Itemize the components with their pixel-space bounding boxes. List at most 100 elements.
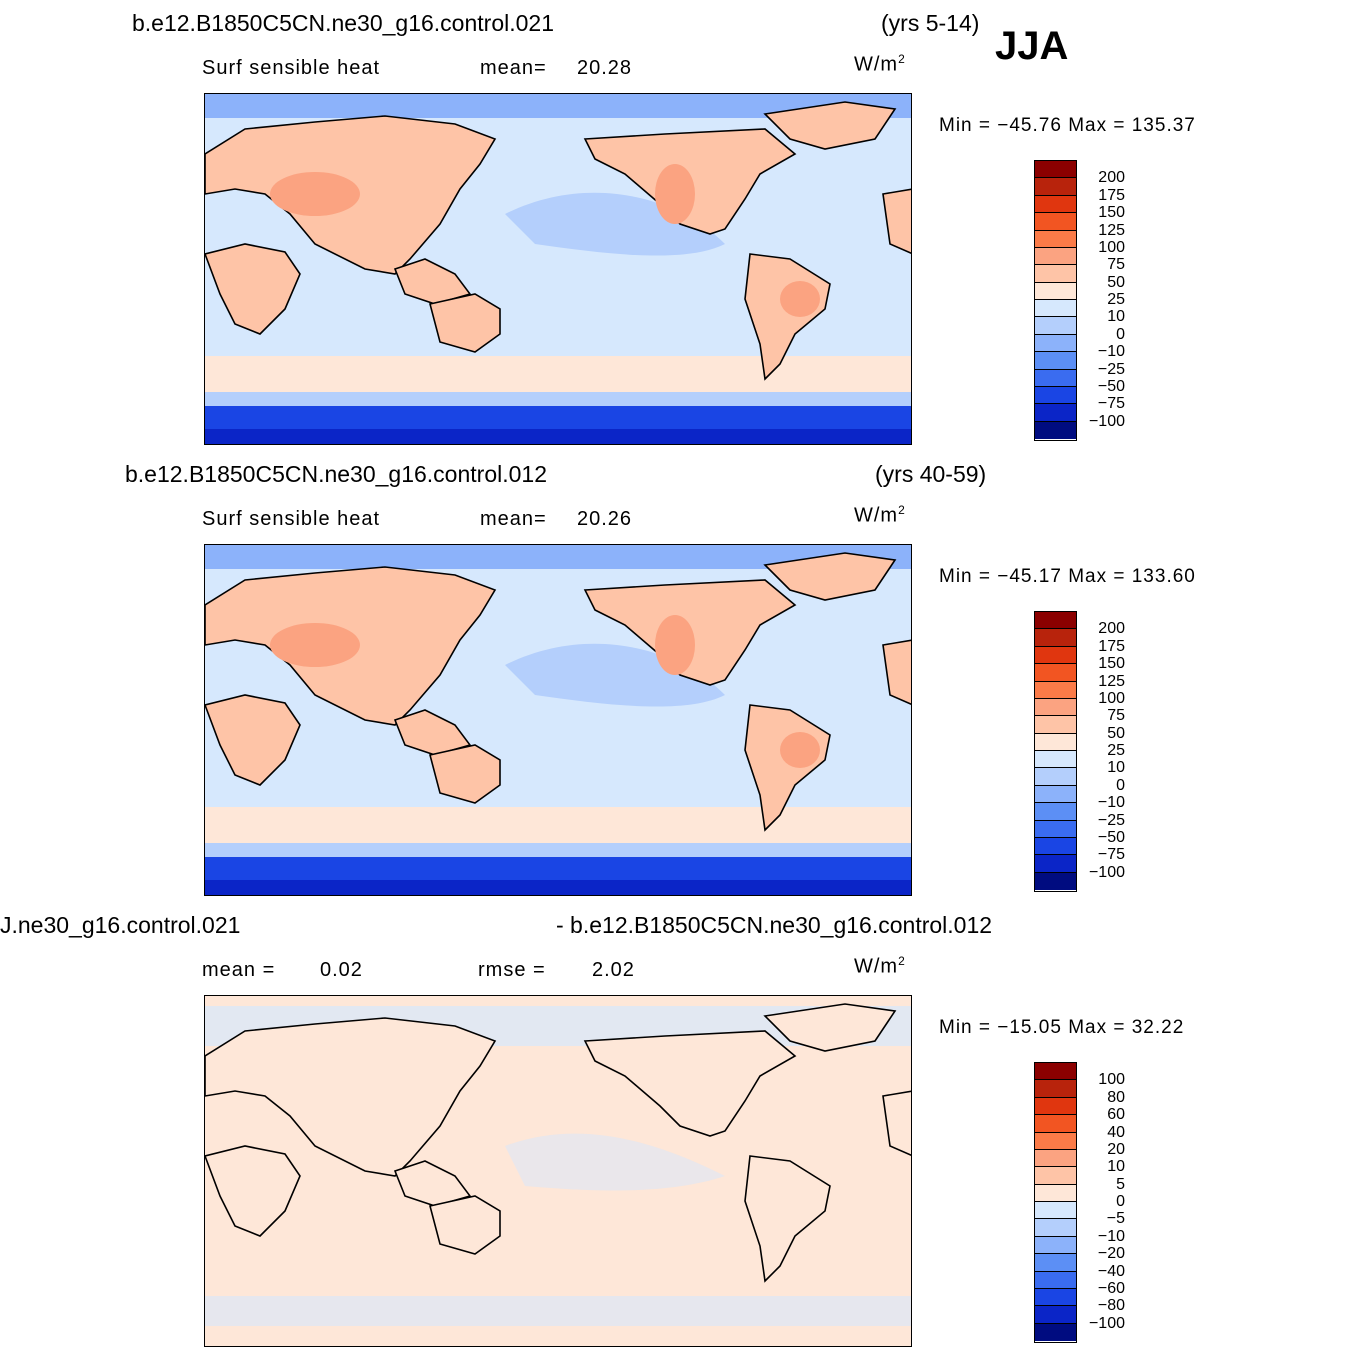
continent-outline: [763, 1003, 897, 1052]
colorbar-swatch: [1035, 369, 1076, 387]
colorbar-level-label: 0: [1116, 325, 1125, 343]
colorbar-swatch: [1035, 300, 1076, 318]
continent-outline: [583, 1030, 797, 1137]
colorbar-swatch: [1035, 820, 1076, 838]
colorbar-level-label: 100: [1098, 238, 1125, 256]
southern-ocean-band: [205, 807, 911, 843]
colorbar-swatch: [1035, 698, 1076, 717]
colorbar-level-label: −75: [1097, 846, 1125, 864]
panel1-map: [204, 93, 912, 445]
panel3-colorbar: [1034, 1062, 1077, 1343]
colorbar-swatch: [1035, 646, 1076, 665]
colorbar-swatch: [1035, 785, 1076, 804]
colorbar-level-label: 150: [1098, 655, 1125, 673]
colorbar-level-label: −50: [1097, 828, 1125, 846]
colorbar-level-label: 10: [1107, 759, 1125, 777]
south-america-hot-spot: [780, 732, 820, 768]
colorbar-swatch: [1035, 612, 1076, 630]
antarctica-dark: [205, 429, 911, 444]
colorbar-level-label: −25: [1097, 360, 1125, 378]
colorbar-level-label: 100: [1098, 1071, 1125, 1089]
colorbar-swatch: [1035, 751, 1076, 769]
colorbar-level-label: −100: [1088, 1314, 1125, 1332]
panel1-years: (yrs 5-14): [881, 10, 980, 36]
panel1-mean-value: 20.28: [577, 57, 633, 79]
colorbar-swatch: [1035, 282, 1076, 300]
north-america-hot-spot: [655, 615, 695, 675]
panel2-colorbar: [1034, 611, 1077, 892]
panel3-minmax: Min = −15.05 Max = 32.22: [939, 1017, 1185, 1038]
colorbar-swatch: [1035, 421, 1076, 439]
continent-outline: [882, 188, 911, 255]
colorbar-level-label: −20: [1097, 1245, 1125, 1263]
colorbar-swatch: [1035, 1254, 1076, 1272]
colorbar-swatch: [1035, 265, 1076, 283]
colorbar-swatch: [1035, 230, 1076, 248]
panel3-rmse-value: 2.02: [592, 959, 635, 981]
continent-outline: [763, 552, 897, 601]
southern-ocean-band: [205, 356, 911, 392]
colorbar-level-label: −100: [1088, 863, 1125, 881]
panel2-case-name: b.e12.B1850C5CN.ne30_g16.control.012: [125, 461, 547, 487]
colorbar-swatch: [1035, 1306, 1076, 1324]
antarctica-dark: [205, 880, 911, 895]
panel1-case-name: b.e12.B1850C5CN.ne30_g16.control.021: [132, 10, 554, 36]
colorbar-level-label: 80: [1107, 1088, 1125, 1106]
southern-ocean-edge: [205, 392, 911, 406]
colorbar-level-label: −10: [1097, 343, 1125, 361]
colorbar-swatch: [1035, 386, 1076, 405]
colorbar-level-label: −80: [1097, 1297, 1125, 1315]
continent-outline: [429, 293, 501, 353]
north-america-hot-spot: [655, 164, 695, 224]
panel3-case-right: - b.e12.B1850C5CN.ne30_g16.control.012: [556, 912, 993, 938]
panel2-units: W/m2: [854, 503, 906, 527]
colorbar-level-label: 75: [1107, 707, 1125, 725]
continent-outline: [205, 243, 301, 335]
colorbar-level-label: 0: [1116, 776, 1125, 794]
colorbar-swatch: [1035, 768, 1076, 786]
colorbar-level-label: 200: [1098, 169, 1125, 187]
southern-ocean-edge: [205, 843, 911, 857]
colorbar-level-label: −25: [1097, 811, 1125, 829]
colorbar-swatch: [1035, 1202, 1076, 1220]
colorbar-swatch: [1035, 733, 1076, 751]
continent-outline: [205, 694, 301, 786]
colorbar-swatch: [1035, 1097, 1076, 1116]
continent-outline: [393, 709, 472, 756]
colorbar-level-label: 175: [1098, 186, 1125, 204]
colorbar-level-label: −100: [1088, 412, 1125, 430]
colorbar-level-label: 75: [1107, 256, 1125, 274]
colorbar-level-label: 60: [1107, 1106, 1125, 1124]
colorbar-swatch: [1035, 681, 1076, 699]
colorbar-swatch: [1035, 1219, 1076, 1237]
colorbar-level-label: 10: [1107, 1158, 1125, 1176]
continent-outline: [205, 1017, 497, 1177]
colorbar-level-label: 25: [1107, 742, 1125, 759]
colorbar-swatch: [1035, 837, 1076, 856]
colorbar-level-label: 200: [1098, 620, 1125, 638]
season-label: JJA: [995, 24, 1069, 68]
colorbar-level-label: −40: [1097, 1262, 1125, 1280]
colorbar-level-label: 20: [1107, 1140, 1125, 1158]
colorbar-swatch: [1035, 1063, 1076, 1081]
colorbar-swatch: [1035, 317, 1076, 335]
colorbar-swatch: [1035, 1288, 1076, 1307]
colorbar-level-label: 50: [1107, 724, 1125, 742]
colorbar-swatch: [1035, 1149, 1076, 1168]
colorbar-swatch: [1035, 1132, 1076, 1150]
colorbar-level-label: 40: [1107, 1123, 1125, 1141]
colorbar-swatch: [1035, 247, 1076, 266]
colorbar-swatch: [1035, 334, 1076, 353]
panel3-mean-label: mean =: [202, 959, 276, 981]
panel1-mean-label: mean=: [480, 57, 547, 79]
colorbar-swatch: [1035, 404, 1076, 422]
colorbar-swatch: [1035, 195, 1076, 214]
continent-outline: [393, 1160, 472, 1207]
colorbar-level-label: 125: [1098, 221, 1125, 239]
colorbar-level-label: 175: [1098, 637, 1125, 655]
colorbar-swatch: [1035, 352, 1076, 370]
colorbar-swatch: [1035, 1323, 1076, 1341]
continent-outline: [429, 744, 501, 804]
asia-hot-spot: [270, 623, 360, 667]
